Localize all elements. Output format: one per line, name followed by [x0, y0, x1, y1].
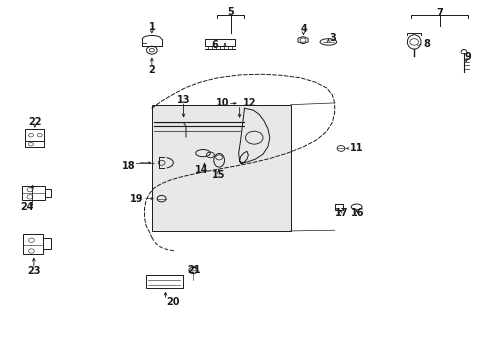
Text: 1: 1: [148, 22, 155, 32]
Bar: [21, 186, 45, 201]
Bar: [146, 275, 182, 288]
Text: 18: 18: [122, 161, 136, 171]
Bar: [25, 129, 43, 140]
Bar: [42, 238, 51, 249]
Text: 20: 20: [166, 297, 179, 307]
Bar: [45, 189, 51, 197]
Text: 4: 4: [300, 24, 306, 34]
Text: 14: 14: [195, 165, 208, 175]
FancyBboxPatch shape: [152, 105, 290, 231]
Bar: [23, 234, 42, 254]
Text: 13: 13: [177, 95, 190, 105]
Text: 16: 16: [351, 208, 364, 219]
Text: 22: 22: [28, 117, 41, 127]
Text: 3: 3: [328, 33, 335, 42]
Text: 11: 11: [350, 143, 363, 153]
Bar: [205, 40, 234, 46]
Text: 10: 10: [216, 98, 229, 108]
Text: 12: 12: [242, 98, 256, 108]
Text: 7: 7: [435, 8, 442, 18]
Text: 21: 21: [187, 265, 201, 275]
Text: 6: 6: [211, 40, 218, 50]
Text: 24: 24: [20, 202, 33, 212]
Text: 23: 23: [27, 266, 41, 276]
Text: 2: 2: [148, 64, 155, 75]
Text: 17: 17: [335, 208, 348, 219]
Text: 5: 5: [227, 7, 234, 17]
Text: 9: 9: [464, 51, 471, 62]
Text: 8: 8: [422, 40, 429, 49]
Text: 19: 19: [129, 194, 142, 204]
Text: 15: 15: [211, 170, 225, 180]
Bar: [334, 204, 343, 210]
